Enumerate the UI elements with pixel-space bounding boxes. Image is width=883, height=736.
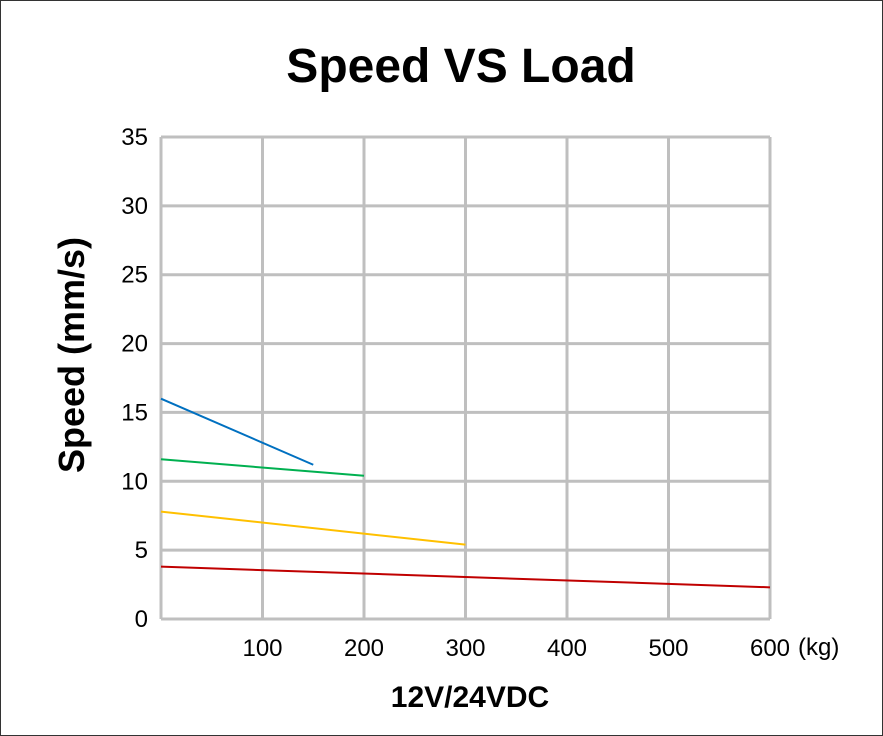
chart-title: Speed VS Load xyxy=(286,40,635,93)
series-line-3 xyxy=(160,510,466,546)
series-line-2 xyxy=(160,458,365,477)
y-tick-label: 20 xyxy=(121,331,148,358)
x-tick-label: 200 xyxy=(344,635,384,662)
y-axis-label: Speed (mm/s) xyxy=(51,237,92,473)
x-axis-label: 12V/24VDC xyxy=(391,681,549,714)
x-tick-label: 100 xyxy=(242,635,282,662)
y-tick-label: 35 xyxy=(121,124,148,151)
y-tick-label: 5 xyxy=(135,537,148,564)
x-tick-label: 400 xyxy=(547,635,587,662)
tick-labels: 0 5 10 15 20 25 30 35 100 200 300 400 500 600 xyxy=(121,124,790,662)
series-line-4 xyxy=(160,565,771,589)
grid xyxy=(159,135,772,621)
y-tick-label: 15 xyxy=(121,399,148,426)
x-axis-unit: (kg) xyxy=(798,634,839,661)
series-line-1 xyxy=(160,397,314,466)
y-tick-label: 30 xyxy=(121,193,148,220)
y-tick-label: 0 xyxy=(135,606,148,633)
x-tick-label: 600 xyxy=(750,635,790,662)
x-tick-label: 300 xyxy=(445,635,485,662)
series xyxy=(160,397,771,589)
x-tick-label: 500 xyxy=(648,635,688,662)
y-tick-label: 10 xyxy=(121,468,148,495)
y-tick-label: 25 xyxy=(121,262,148,289)
